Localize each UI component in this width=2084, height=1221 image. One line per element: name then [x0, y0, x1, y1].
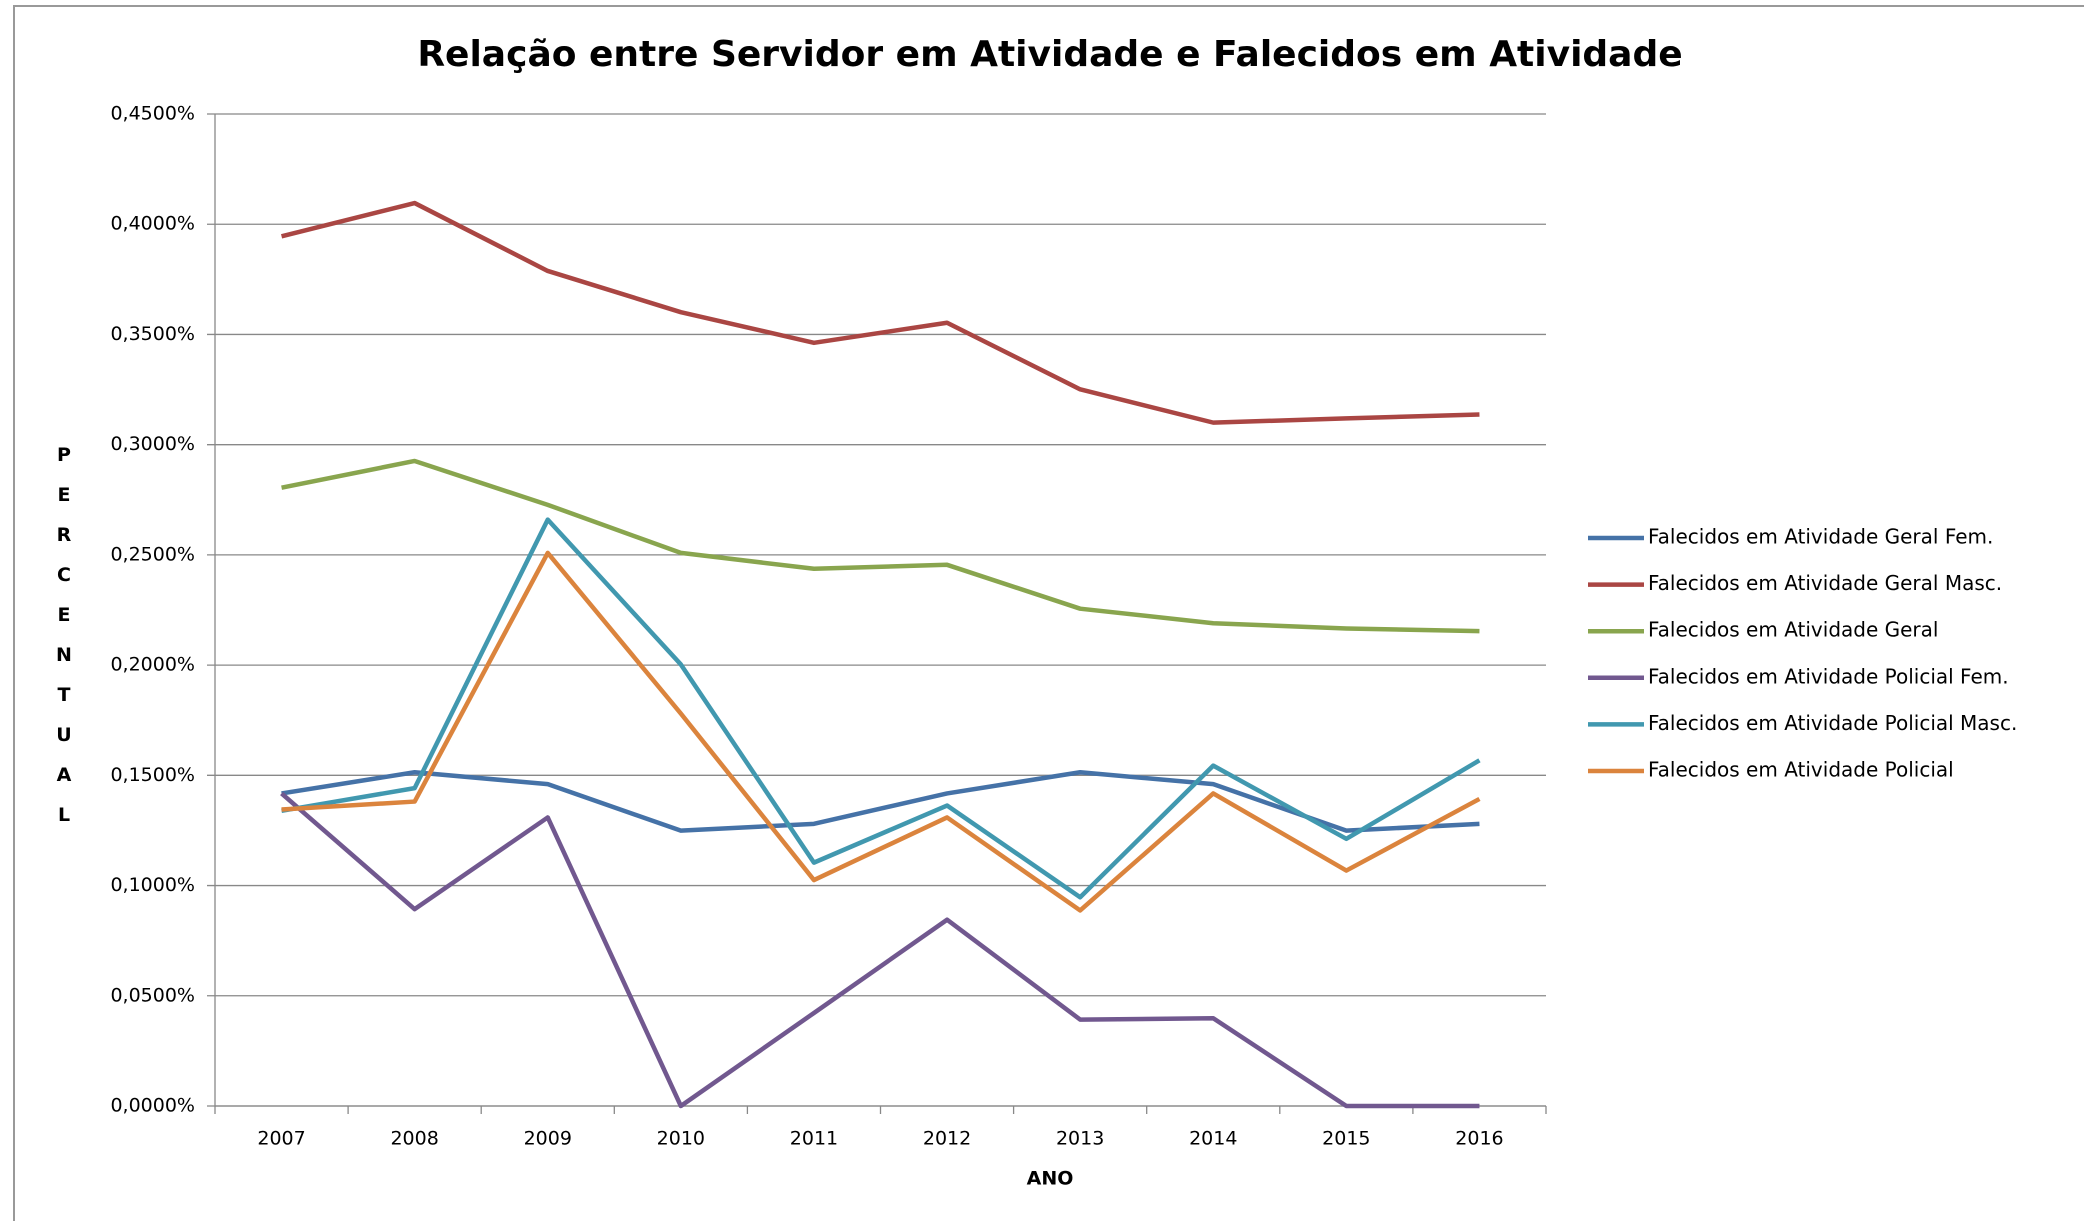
x-tick-label: 2013 [1056, 1128, 1104, 1150]
y-axis-label: PERCENTUAL [53, 444, 75, 844]
y-tick-label: 0,2500% [110, 543, 195, 565]
legend-label: Falecidos em Atividade Geral Masc. [1648, 571, 2002, 595]
x-tick-label: 2015 [1322, 1128, 1370, 1150]
y-tick-label: 0,0000% [110, 1095, 195, 1117]
series-line [281, 517, 1481, 900]
series-line [281, 200, 1480, 425]
x-tick-label: 2008 [390, 1128, 438, 1150]
x-tick-label: 2007 [257, 1128, 305, 1150]
y-tick-label: 0,3500% [110, 323, 195, 345]
x-tick-label: 2011 [790, 1128, 838, 1150]
series-line [281, 458, 1480, 634]
x-axis-label: ANO [1027, 1168, 1074, 1190]
y-tick-label: 0,4000% [110, 213, 195, 235]
y-tick-label: 0,4500% [110, 103, 195, 125]
y-tick-label: 0,3000% [110, 433, 195, 455]
y-tick-label: 0,2000% [110, 654, 195, 676]
x-tick-label: 2014 [1189, 1128, 1237, 1150]
legend-label: Falecidos em Atividade Policial [1648, 758, 1954, 782]
chart-frame [13, 5, 2084, 1221]
y-tick-label: 0,0500% [110, 984, 195, 1006]
legend-label: Falecidos em Atividade Geral Fem. [1648, 525, 1993, 549]
x-tick-label: 2010 [657, 1128, 705, 1150]
y-tick-label: 0,1000% [110, 874, 195, 896]
series-line [281, 550, 1481, 913]
legend-label: Falecidos em Atividade Geral [1648, 618, 1938, 642]
legend-label: Falecidos em Atividade Policial Masc. [1648, 711, 2017, 735]
x-tick-label: 2012 [923, 1128, 971, 1150]
series-line [280, 791, 1480, 1109]
y-tick-label: 0,1500% [110, 764, 195, 786]
x-tick-label: 2009 [524, 1128, 572, 1150]
x-tick-label: 2016 [1455, 1128, 1503, 1150]
series-line [281, 769, 1480, 833]
chart-title: Relação entre Servidor em Atividade e Fa… [417, 34, 1682, 75]
legend-label: Falecidos em Atividade Policial Fem. [1648, 664, 2009, 688]
